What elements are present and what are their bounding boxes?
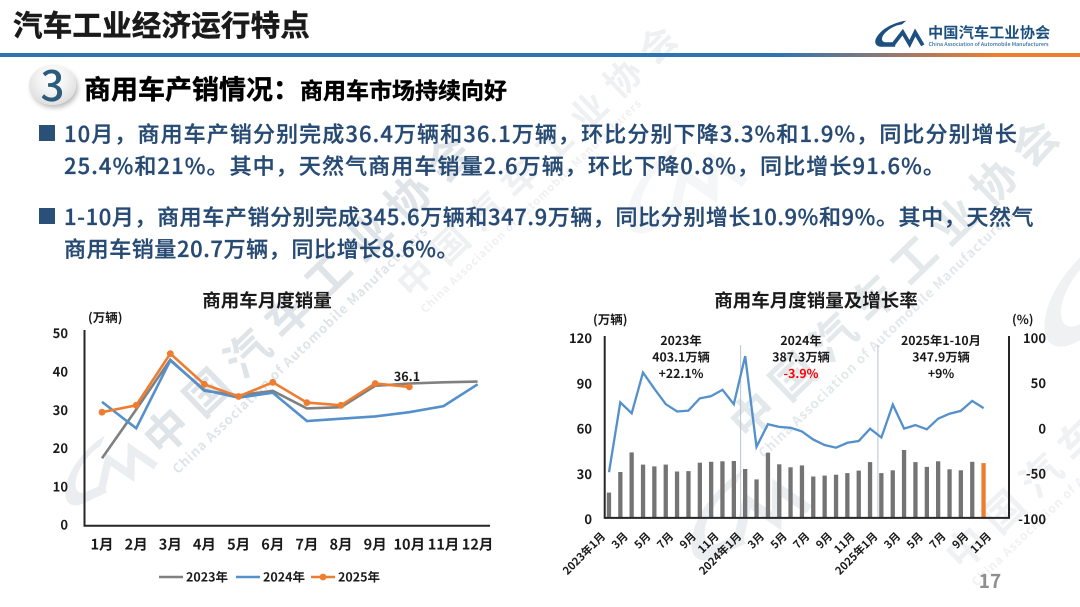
- svg-text:4月: 4月: [193, 534, 216, 555]
- svg-text:中国汽车工业协会: 中国汽车工业协会: [928, 21, 1050, 43]
- svg-text:2024年: 2024年: [263, 567, 305, 586]
- svg-text:5月: 5月: [903, 529, 927, 553]
- svg-text:1月: 1月: [90, 534, 113, 555]
- svg-text:10月: 10月: [393, 534, 425, 555]
- svg-text:5月: 5月: [227, 534, 250, 555]
- svg-text:11月: 11月: [966, 529, 994, 557]
- svg-text:3月: 3月: [608, 529, 632, 553]
- svg-text:50: 50: [53, 323, 69, 342]
- svg-text:7月: 7月: [926, 529, 950, 553]
- svg-text:30: 30: [53, 400, 69, 419]
- svg-text:0: 0: [584, 509, 592, 528]
- svg-text:403.1万辆: 403.1万辆: [652, 348, 710, 366]
- svg-text:2023年: 2023年: [186, 567, 228, 586]
- svg-text:7月: 7月: [653, 529, 677, 553]
- svg-text:90: 90: [577, 373, 593, 392]
- svg-text:11月: 11月: [428, 534, 460, 555]
- svg-text:60: 60: [577, 419, 593, 438]
- svg-text:5月: 5月: [767, 529, 791, 553]
- svg-text:2025年: 2025年: [338, 567, 380, 586]
- svg-text:+22.1%: +22.1%: [659, 364, 704, 382]
- svg-text:2025年1-10月: 2025年1-10月: [901, 331, 981, 349]
- svg-text:3月: 3月: [880, 529, 904, 553]
- svg-text:商用车月度销量: 商用车月度销量: [202, 287, 332, 313]
- svg-text:(万辆): (万辆): [593, 309, 627, 328]
- svg-text:0: 0: [1038, 418, 1046, 437]
- svg-text:(%): (%): [1012, 309, 1034, 328]
- svg-text:-50: -50: [1026, 464, 1046, 483]
- svg-text:2023年: 2023年: [660, 331, 701, 349]
- svg-text:100: 100: [1023, 328, 1046, 347]
- svg-text:20: 20: [53, 438, 69, 457]
- svg-text:China Association of Automobil: China Association of Automobile Manufact…: [929, 40, 1050, 48]
- svg-text:30: 30: [577, 464, 593, 483]
- svg-text:2月: 2月: [125, 534, 148, 555]
- svg-text:2024年: 2024年: [780, 331, 821, 349]
- svg-text:387.3万辆: 387.3万辆: [772, 348, 830, 366]
- svg-text:+9%: +9%: [928, 364, 955, 382]
- svg-text:商用车月度销量及增长率: 商用车月度销量及增长率: [714, 287, 918, 313]
- svg-text:347.9万辆: 347.9万辆: [912, 348, 970, 366]
- svg-text:6月: 6月: [261, 534, 284, 555]
- svg-text:3月: 3月: [744, 529, 768, 553]
- svg-text:12月: 12月: [462, 534, 494, 555]
- svg-text:120: 120: [569, 328, 592, 347]
- svg-text:7月: 7月: [295, 534, 318, 555]
- svg-text:7月: 7月: [789, 529, 813, 553]
- svg-text:-100: -100: [1018, 509, 1046, 528]
- svg-text:8月: 8月: [329, 534, 352, 555]
- svg-text:2023年1月: 2023年1月: [559, 529, 609, 579]
- svg-text:0: 0: [60, 515, 68, 534]
- svg-text:(万辆): (万辆): [88, 307, 122, 326]
- svg-text:40: 40: [53, 362, 69, 381]
- svg-text:10: 10: [53, 476, 69, 495]
- svg-text:36.1: 36.1: [394, 366, 420, 385]
- svg-text:-3.9%: -3.9%: [784, 364, 819, 382]
- svg-text:17: 17: [979, 567, 1001, 594]
- svg-text:5月: 5月: [631, 529, 655, 553]
- svg-text:9月: 9月: [364, 534, 387, 555]
- svg-text:3月: 3月: [159, 534, 182, 555]
- svg-text:50: 50: [1031, 373, 1047, 392]
